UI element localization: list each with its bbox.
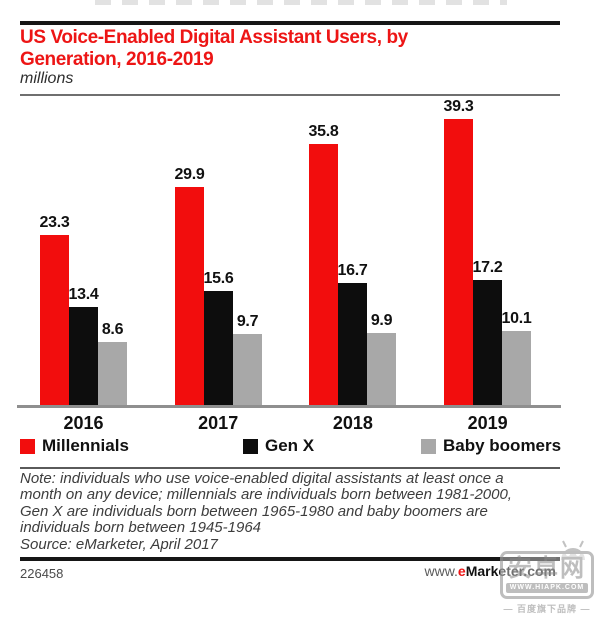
bar-value-label: 13.4 bbox=[68, 286, 99, 303]
bar-baby-boomers-2017 bbox=[233, 334, 262, 405]
watermark-site-url: WWW.HIAPK.COM bbox=[506, 583, 588, 593]
bar-value-label: 9.7 bbox=[236, 313, 259, 330]
note-line: month on any device; millennials are ind… bbox=[20, 486, 512, 504]
bar-value-label: 17.2 bbox=[472, 259, 503, 276]
bar-baby-boomers-2018 bbox=[367, 333, 396, 405]
chart-title-line2: Generation, 2016-2019 bbox=[20, 48, 214, 70]
bar-value-label: 10.1 bbox=[501, 310, 532, 327]
watermark-caption: — 百度旗下品牌 — bbox=[503, 604, 591, 614]
legend-item-gen-x: Gen X bbox=[243, 436, 314, 456]
bar-value-label: 35.8 bbox=[308, 123, 339, 140]
note-line: Gen X are individuals born between 1965-… bbox=[20, 502, 488, 520]
bar-value-label: 16.7 bbox=[337, 262, 368, 279]
plot-area: 23.3 13.4 8.6 2016 29.9 15.6 9.7 2017 35.8 16.7 9.… bbox=[17, 98, 561, 433]
note-divider bbox=[20, 467, 560, 469]
url-prefix: www. bbox=[424, 563, 458, 579]
legend-label: Baby boomers bbox=[443, 436, 562, 455]
subtitle-rule bbox=[20, 94, 560, 96]
legend-label: Millennials bbox=[42, 436, 129, 455]
legend-label: Gen X bbox=[265, 436, 315, 455]
note-line: individuals born between 1945-1964 bbox=[20, 519, 262, 537]
x-axis-label-2016: 2016 bbox=[63, 413, 104, 433]
url-brand-e: e bbox=[457, 563, 466, 579]
bar-millennials-2019 bbox=[444, 119, 473, 405]
bar-value-label: 8.6 bbox=[101, 321, 124, 338]
watermark: 安卓网 WWW.HIAPK.COM — 百度旗下品牌 — bbox=[496, 540, 598, 615]
bar-millennials-2017 bbox=[175, 187, 204, 405]
bar-value-label: 23.3 bbox=[39, 214, 70, 231]
bar-value-label: 39.3 bbox=[443, 98, 474, 115]
x-axis-label-2018: 2018 bbox=[332, 413, 373, 433]
bar-baby-boomers-2016 bbox=[98, 342, 127, 405]
legend-item-millennials: Millennials bbox=[20, 436, 129, 456]
bar-gen-x-2017 bbox=[204, 291, 233, 405]
bar-gen-x-2019 bbox=[473, 280, 502, 405]
bar-gen-x-2018 bbox=[338, 283, 367, 405]
chart-title: US Voice-Enabled Digital Assistant Users… bbox=[20, 27, 408, 70]
x-axis-label-2017: 2017 bbox=[198, 413, 239, 433]
chart-title-line1: US Voice-Enabled Digital Assistant Users… bbox=[20, 27, 408, 48]
bar-value-label: 9.9 bbox=[370, 312, 393, 329]
note-line: Note: individuals who use voice-enabled … bbox=[20, 470, 504, 487]
bar-baby-boomers-2019 bbox=[502, 331, 531, 405]
chart-subtitle: millions bbox=[20, 70, 74, 87]
note-block: Note: individuals who use voice-enabled … bbox=[20, 470, 580, 553]
watermark-badge: 安卓网 WWW.HIAPK.COM bbox=[500, 551, 594, 599]
top-rule bbox=[20, 21, 560, 25]
legend-swatch bbox=[421, 438, 436, 454]
website-url: www.eMarketer.com bbox=[424, 563, 556, 579]
bottom-rule bbox=[20, 557, 560, 561]
legend-item-baby-boomers: Baby boomers bbox=[421, 436, 561, 456]
x-axis-label-2019: 2019 bbox=[467, 413, 508, 433]
bar-value-label: 29.9 bbox=[174, 166, 205, 183]
bar-millennials-2018 bbox=[309, 144, 338, 405]
bar-value-label: 15.6 bbox=[203, 270, 234, 287]
source-text: Source: eMarketer, April 2017 bbox=[20, 535, 218, 553]
url-brand-rest: Marketer.com bbox=[466, 563, 556, 579]
bar-gen-x-2016 bbox=[69, 307, 98, 405]
bar-millennials-2016 bbox=[40, 235, 69, 405]
chart-id: 226458 bbox=[20, 566, 64, 581]
legend-swatch bbox=[243, 438, 258, 454]
watermark-site-name: 安卓网 bbox=[508, 555, 586, 582]
legend-swatch bbox=[20, 438, 35, 454]
top-edge-watermark-artifact bbox=[95, 0, 507, 5]
legend: Millennials Gen X Baby boomers bbox=[20, 436, 561, 456]
